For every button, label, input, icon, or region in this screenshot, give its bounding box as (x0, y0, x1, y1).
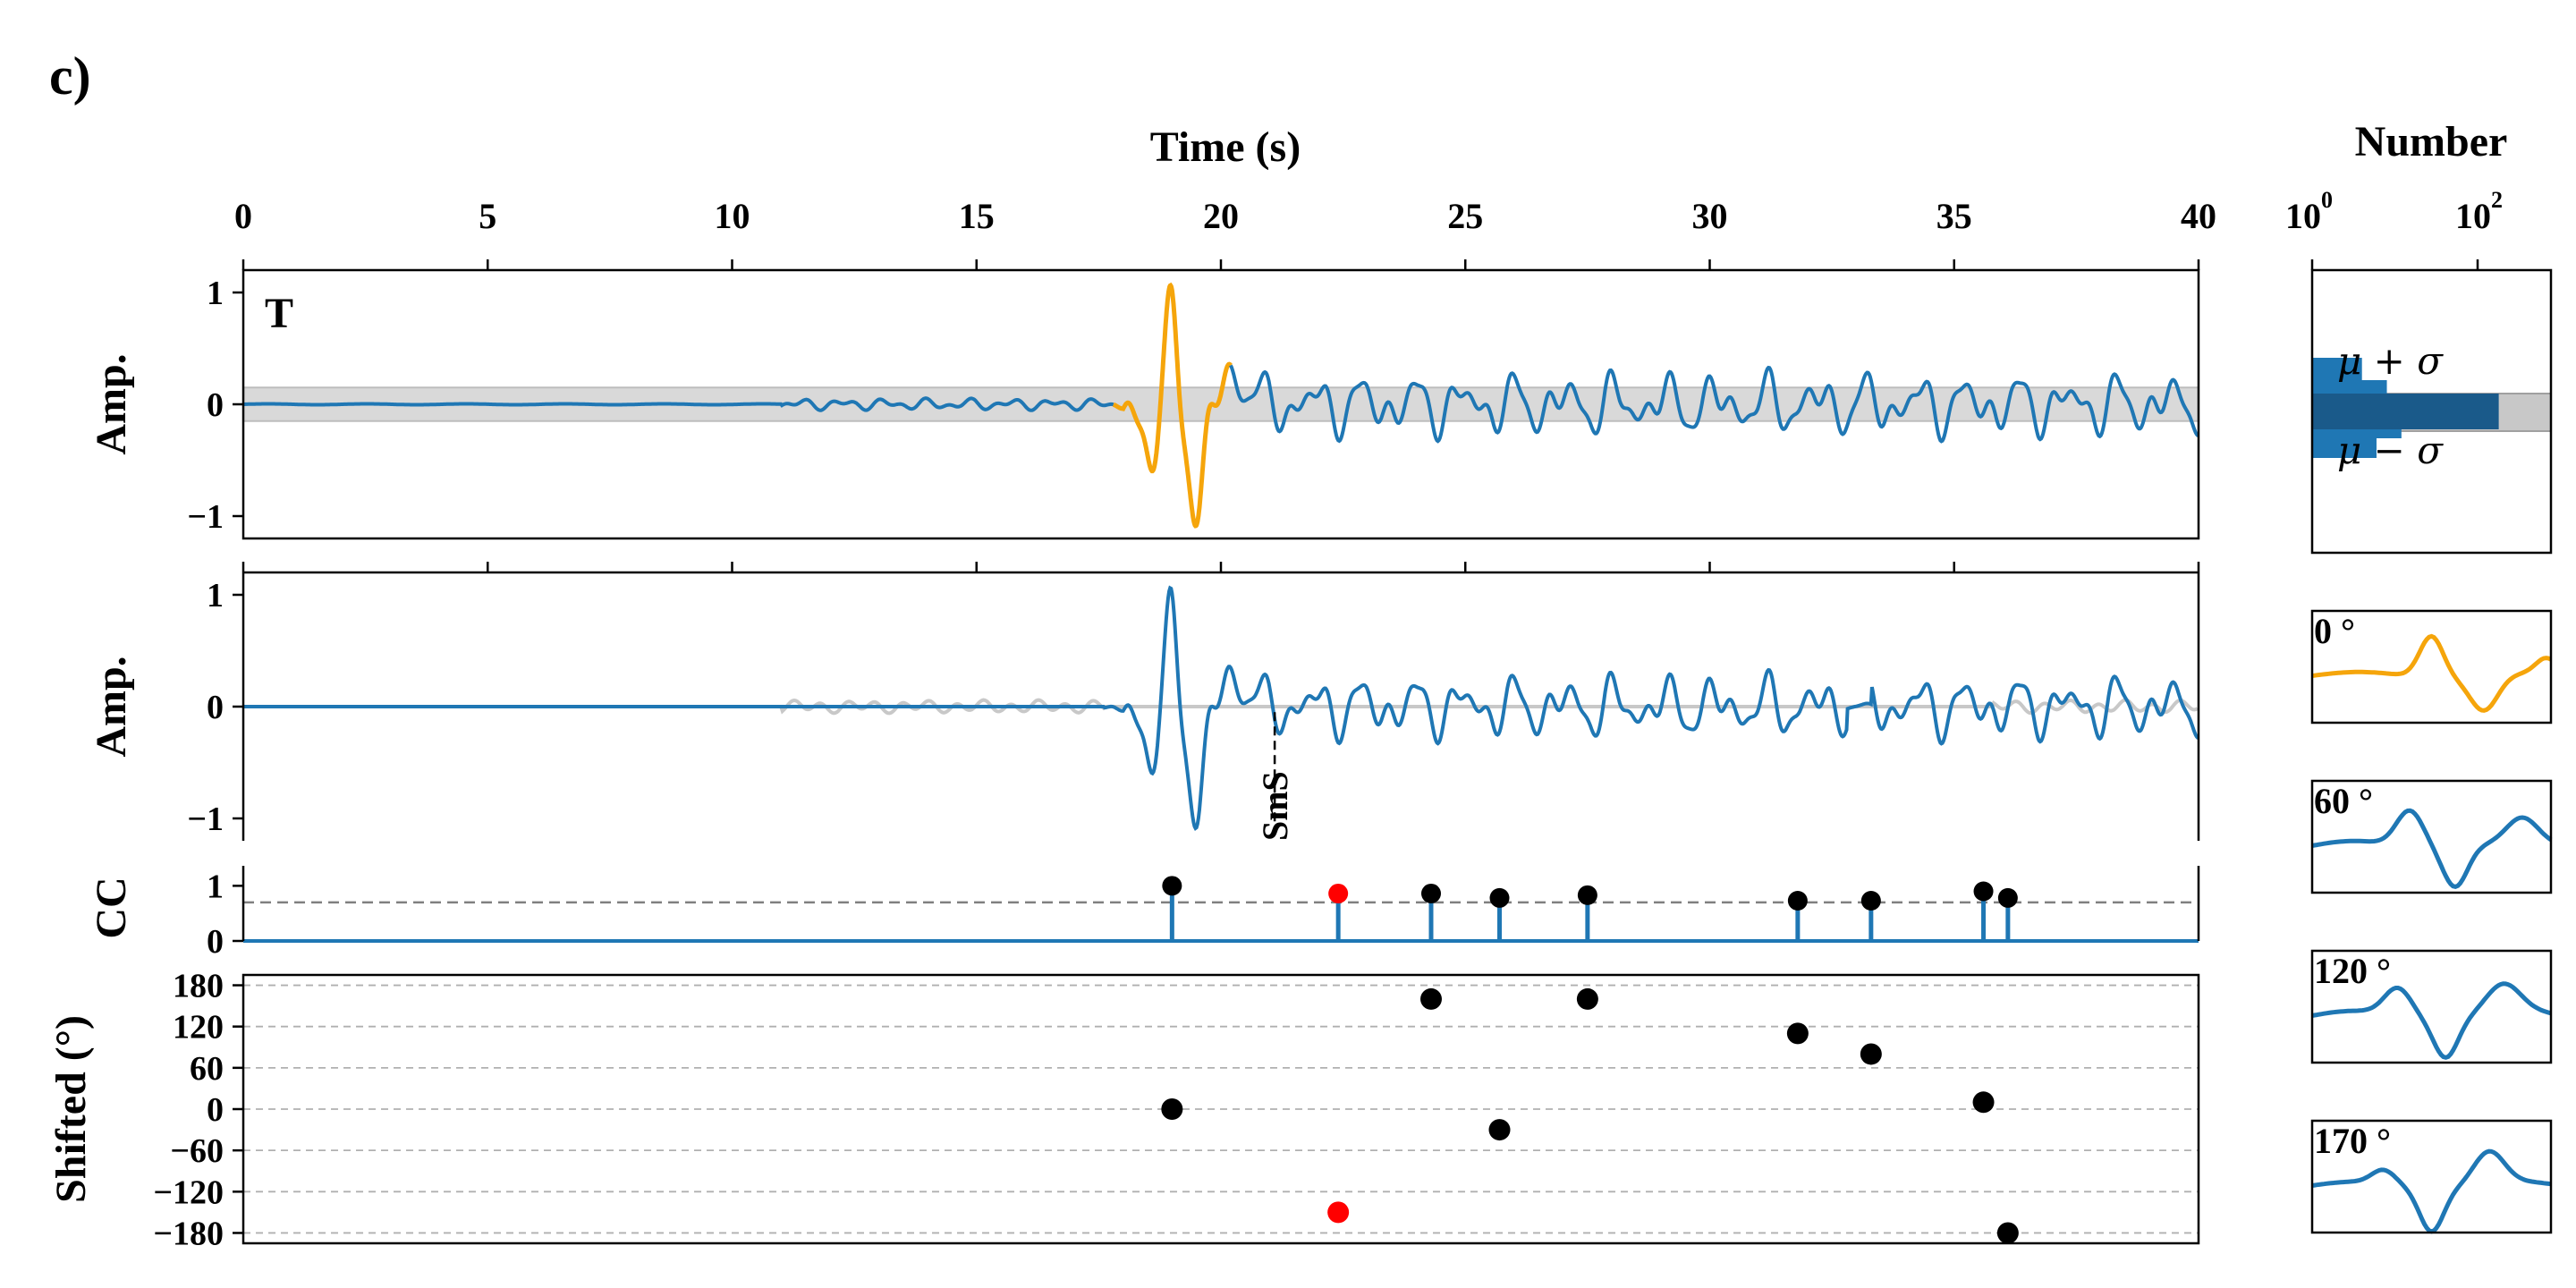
cc-point-1 (1328, 883, 1349, 903)
shift-panel-y-tick-label-3: 0 (207, 1091, 224, 1129)
histogram-bar-5 (2312, 438, 2377, 458)
histogram-bar-3 (2312, 411, 2499, 429)
cc-point-5 (1787, 890, 1808, 911)
wavelet-line-0 (2311, 633, 2553, 713)
shift-panel-y-tick-label-0: 180 (173, 968, 224, 1005)
x-tick-label-30: 30 (1692, 196, 1728, 236)
shift-point-4 (1576, 987, 1598, 1010)
trace-line-post (1229, 364, 2199, 444)
trace-line-highlight (1112, 282, 1233, 529)
wavelet-line-2 (2311, 981, 2552, 1060)
number-tick-exp-0: 0 (2321, 187, 2333, 213)
x-tick-label-0: 0 (234, 196, 252, 236)
wavelet-frame-3 (2310, 1119, 2553, 1234)
histogram-bar-0 (2312, 358, 2362, 380)
number-tick-label-0: 10 (2285, 196, 2321, 236)
x-tick-label-40: 40 (2181, 196, 2216, 236)
wavelet-label-3: 170 ° (2314, 1121, 2391, 1161)
cc-point-4 (1577, 885, 1597, 905)
wavelet-frame-0 (2310, 609, 2553, 724)
number-axis-title: Number (2355, 118, 2508, 165)
trace-panel-y-tick-label-0: 1 (207, 275, 224, 312)
shift-point-6 (1860, 1043, 1882, 1065)
wavelet-frame-2 (2310, 949, 2553, 1064)
shift-panel-y-tick-label-2: 60 (190, 1050, 224, 1088)
reconstructed-panel-ylabel: Amp. (88, 656, 135, 757)
x-tick-label-15: 15 (959, 196, 995, 236)
x-tick-label-25: 25 (1447, 196, 1483, 236)
wavelet-label-1: 60 ° (2314, 781, 2373, 821)
x-tick-label-20: 20 (1203, 196, 1239, 236)
shift-point-3 (1488, 1119, 1511, 1141)
histogram-upper-label: μ + σ (2337, 339, 2444, 383)
cc-point-6 (1860, 890, 1881, 911)
cc-point-3 (1489, 887, 1510, 908)
cc-point-8 (1997, 887, 2018, 908)
histogram-bar-2 (2312, 394, 2499, 411)
shift-panel-y-tick-label-1: 120 (173, 1009, 224, 1046)
reconstructed-panel-y-tick-label-1: 0 (207, 689, 224, 726)
trace-panel-y-tick-label-2: −1 (187, 498, 224, 536)
shift-point-8 (1996, 1222, 2019, 1244)
x-tick-label-5: 5 (479, 196, 496, 236)
panel-label: c) (49, 47, 91, 106)
wavelet-line-3 (2311, 1148, 2552, 1234)
shift-panel-y-tick-label-4: −60 (170, 1132, 224, 1170)
cc-point-7 (1973, 881, 1994, 902)
reconstructed-panel-y-tick-label-0: 1 (207, 577, 224, 614)
trace-line-pre (243, 396, 1114, 412)
wavelet-line-1 (2311, 808, 2553, 890)
wavelet-label-0: 0 ° (2314, 611, 2355, 651)
shift-point-0 (1161, 1098, 1183, 1120)
plot-layer: 0 5 10 15 20 25 30 35 4010−1Amp.TSmS10−1Amp.10CC… (47, 187, 2553, 1252)
shift-panel-y-tick-label-6: −180 (153, 1215, 224, 1252)
wavelet-frame-1 (2310, 779, 2553, 894)
cc-panel-y-tick-label-1: 0 (207, 923, 224, 961)
histogram-frame (2310, 268, 2553, 555)
reconstructed-panel-y-tick-label-2: −1 (187, 801, 224, 838)
cc-panel-y-tick-label-0: 1 (207, 868, 224, 905)
histogram-bar-4 (2312, 429, 2402, 438)
number-tick-exp-2: 2 (2491, 187, 2503, 213)
shift-point-2 (1419, 987, 1442, 1010)
cc-point-0 (1162, 876, 1182, 896)
shift-point-5 (1786, 1022, 1809, 1045)
shift-panel-y-tick-label-5: −120 (153, 1174, 224, 1211)
histogram-lower-label: μ − σ (2337, 428, 2444, 472)
phase-marker-label: SmS (1255, 771, 1295, 841)
component-label: T (265, 290, 293, 337)
shift-panel-ylabel: Shifted (°) (47, 1015, 95, 1203)
number-tick-label-2: 10 (2455, 196, 2491, 236)
trace-panel-y-tick-label-1: 0 (207, 386, 224, 424)
trace-panel-ylabel: Amp. (88, 353, 135, 454)
x-axis-title: Time (s) (1150, 123, 1301, 171)
cc-panel-ylabel: CC (88, 877, 135, 938)
shift-point-1 (1327, 1201, 1350, 1224)
histogram-bar-1 (2312, 380, 2387, 394)
shift-point-7 (1972, 1091, 1995, 1114)
cc-point-2 (1420, 883, 1441, 903)
x-tick-label-10: 10 (715, 196, 750, 236)
reconstructed-trace-line (243, 585, 2199, 831)
x-tick-label-35: 35 (1936, 196, 1972, 236)
wavelet-label-2: 120 ° (2314, 951, 2391, 991)
